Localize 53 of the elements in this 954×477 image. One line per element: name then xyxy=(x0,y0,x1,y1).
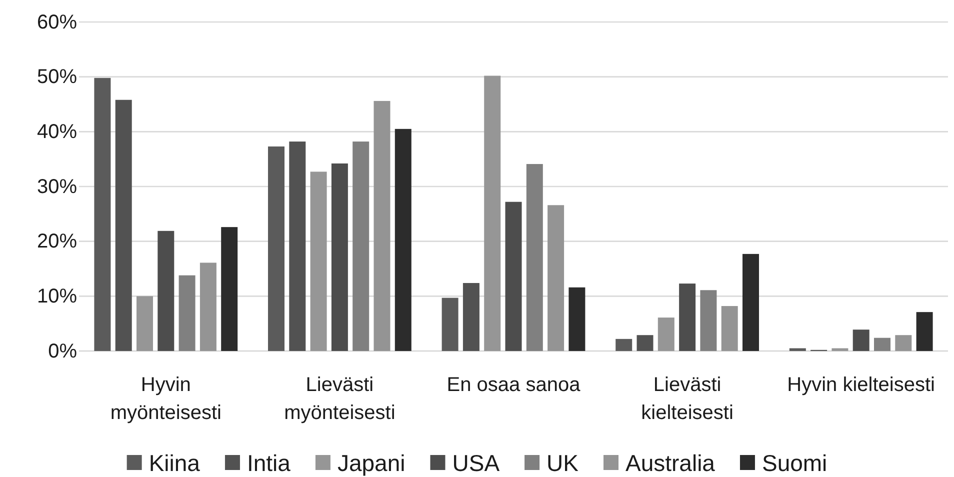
bar xyxy=(289,142,306,351)
legend-label: Intia xyxy=(246,450,291,476)
bar xyxy=(310,172,327,351)
y-tick-label: 20% xyxy=(36,230,78,253)
bar xyxy=(352,142,370,351)
y-tick-label: 10% xyxy=(36,286,78,308)
bar xyxy=(874,338,890,351)
bar xyxy=(94,78,111,351)
bar xyxy=(742,254,759,351)
bar xyxy=(268,146,285,351)
x-tick-label: Lievästi myönteisesti xyxy=(284,374,396,424)
bar xyxy=(548,205,564,351)
y-tick-label: 0% xyxy=(48,340,78,362)
bar xyxy=(679,284,696,351)
x-tick-label: Hyvin kielteisesti xyxy=(787,374,936,396)
legend-label: Japani xyxy=(337,450,406,476)
x-tick-label: Lievästi kielteisesti xyxy=(641,374,734,424)
bar xyxy=(442,298,458,351)
legend-label: UK xyxy=(546,450,580,476)
y-tick-label: 50% xyxy=(36,66,78,88)
y-tick-label: 60% xyxy=(36,11,78,34)
bar xyxy=(526,164,543,351)
bar xyxy=(658,318,674,351)
legend-label: USA xyxy=(452,450,500,476)
bar xyxy=(636,335,654,351)
bar xyxy=(916,312,933,351)
x-tick-label: En osaa sanoa xyxy=(446,374,582,396)
bar xyxy=(394,128,412,351)
bar xyxy=(789,348,806,351)
bar xyxy=(136,296,153,351)
bar xyxy=(331,163,348,351)
legend-label: Suomi xyxy=(762,450,828,476)
bar xyxy=(895,335,912,351)
legend-label: Australia xyxy=(625,450,716,476)
bar xyxy=(374,100,390,351)
bar xyxy=(221,227,238,351)
bar xyxy=(484,76,501,351)
bar xyxy=(115,100,132,351)
bar xyxy=(462,283,480,351)
bar xyxy=(721,306,738,351)
bar xyxy=(700,290,717,351)
bar xyxy=(158,230,174,351)
bar xyxy=(616,338,632,351)
legend-label: Kiina xyxy=(148,450,200,476)
bar xyxy=(178,275,196,351)
y-tick-label: 30% xyxy=(36,176,78,198)
bar xyxy=(852,330,870,351)
bar xyxy=(505,202,522,351)
bar xyxy=(832,348,848,351)
y-tick-label: 40% xyxy=(36,121,78,144)
bar xyxy=(568,287,586,351)
bar xyxy=(200,262,216,351)
x-tick-label: Hyvin myönteisesti xyxy=(110,374,222,424)
